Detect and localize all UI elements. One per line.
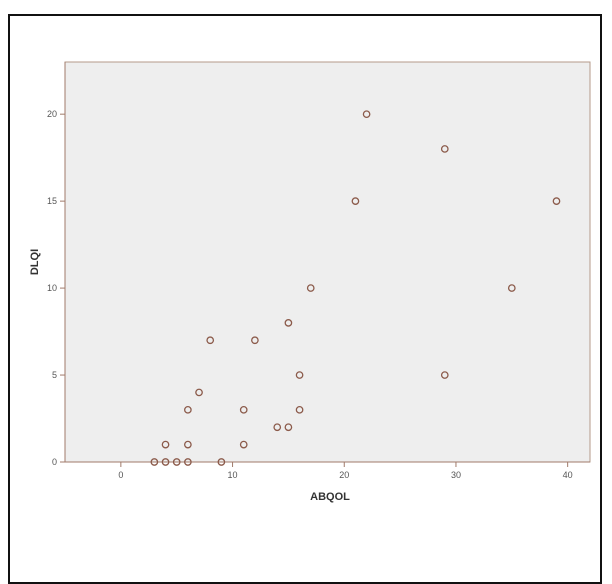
data-point	[239, 405, 248, 414]
x-tick-label: 0	[118, 470, 123, 480]
y-tick-label: 10	[47, 283, 57, 293]
data-point	[284, 319, 293, 327]
scatter-chart: 0 10 20 30 40 0 5 10 15 20 ABQOL DLQI	[29, 61, 591, 503]
x-tick-label: 20	[339, 470, 349, 480]
y-tick-label: 20	[47, 109, 57, 119]
data-point	[251, 336, 259, 345]
data-point	[362, 110, 371, 119]
data-point	[306, 284, 315, 292]
data-point	[172, 458, 181, 466]
y-tick-label: 0	[52, 457, 57, 467]
data-point	[161, 440, 170, 449]
data-point	[295, 405, 304, 414]
x-axis-title: ABQOL	[310, 491, 350, 503]
y-axis-title: DLQI	[29, 249, 41, 275]
data-point	[184, 440, 192, 449]
data-point	[440, 145, 449, 153]
data-points	[150, 110, 561, 466]
data-point	[184, 405, 192, 414]
data-point	[150, 458, 159, 466]
data-point	[184, 458, 192, 466]
data-point	[507, 284, 516, 292]
y-tick-label: 15	[47, 196, 57, 206]
y-tick-label: 5	[52, 370, 57, 380]
x-tick-label: 10	[228, 470, 238, 480]
x-tick-label: 30	[451, 470, 461, 480]
data-point	[206, 336, 215, 345]
data-point	[295, 371, 304, 379]
data-point	[440, 371, 449, 379]
data-point	[351, 197, 360, 205]
data-point	[552, 197, 561, 205]
data-point	[161, 458, 170, 466]
plot-area	[64, 61, 591, 463]
data-point	[217, 458, 226, 466]
x-tick-label: 40	[563, 470, 573, 480]
axes: 0 10 20 30 40 0 5 10 15 20	[47, 62, 590, 480]
data-point	[239, 440, 248, 449]
data-point	[273, 423, 282, 432]
data-point	[195, 388, 203, 397]
data-point	[284, 423, 293, 432]
